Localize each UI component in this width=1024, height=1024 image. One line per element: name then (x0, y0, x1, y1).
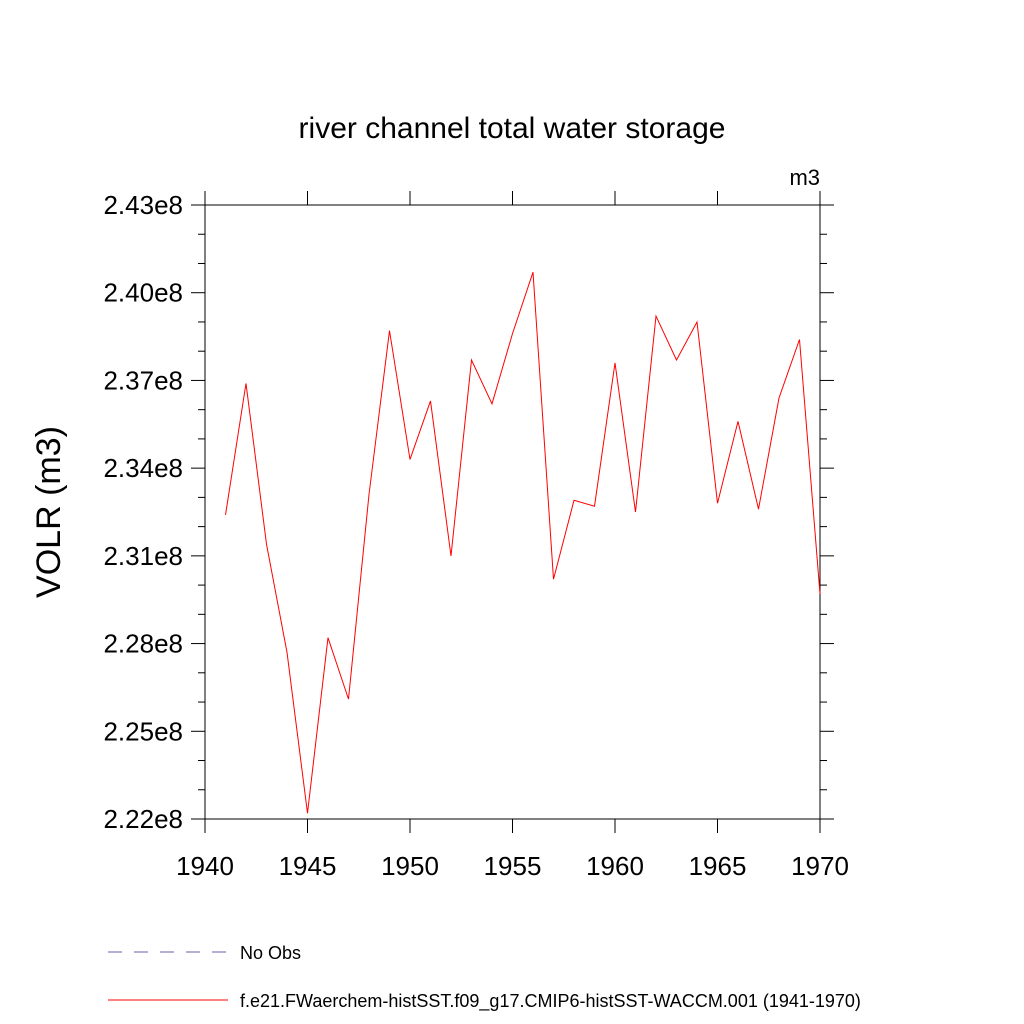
series-group (225, 272, 821, 814)
x-tick-label: 1960 (586, 851, 644, 881)
y-tick-label: 2.22e8 (103, 804, 183, 834)
y-axis-ticks: 2.22e8 2.25e8 2.28e8 2.31e8 2.34e8 2.37e8 2.40… (103, 190, 834, 834)
x-tick-label: 1965 (689, 851, 747, 881)
legend-label: No Obs (240, 943, 301, 963)
x-tick-label: 1970 (791, 851, 849, 881)
y-tick-label: 2.28e8 (103, 629, 183, 659)
series-line (225, 272, 821, 814)
x-tick-label: 1955 (484, 851, 542, 881)
y-tick-label: 2.31e8 (103, 541, 183, 571)
x-tick-label: 1945 (279, 851, 337, 881)
y-tick-label: 2.37e8 (103, 365, 183, 395)
y-tick-label: 2.25e8 (103, 716, 183, 746)
legend: No Obs f.e21.FWaerchem-histSST.f09_g17.CM… (108, 943, 861, 1012)
units-label: m3 (789, 165, 820, 190)
x-axis-ticks: 1940 1945 1950 1955 1960 1965 1970 (176, 191, 849, 881)
y-tick-label: 2.34e8 (103, 453, 183, 483)
x-tick-label: 1940 (176, 851, 234, 881)
x-tick-label: 1950 (381, 851, 439, 881)
chart-title: river channel total water storage (299, 112, 726, 145)
y-axis-label: VOLR (m3) (30, 426, 68, 598)
y-tick-label: 2.43e8 (103, 190, 183, 220)
legend-label: f.e21.FWaerchem-histSST.f09_g17.CMIP6-hi… (240, 991, 861, 1012)
plot-frame (204, 204, 821, 820)
y-tick-label: 2.40e8 (103, 278, 183, 308)
